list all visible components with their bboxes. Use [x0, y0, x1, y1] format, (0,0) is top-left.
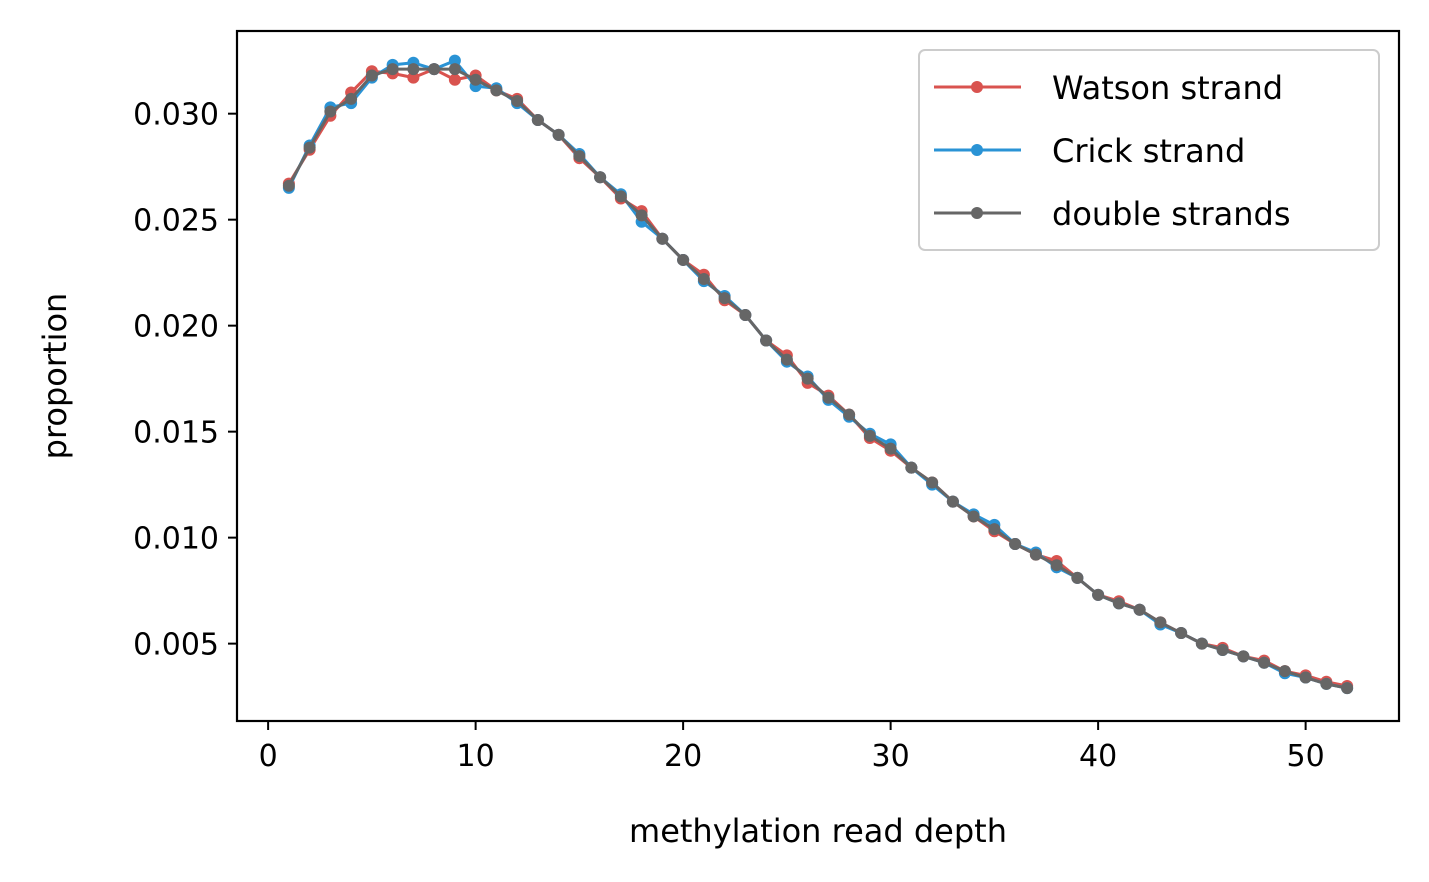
y-tick-label: 0.025 [133, 204, 219, 239]
data-point [469, 73, 482, 86]
legend-marker [971, 81, 983, 93]
data-point [1133, 603, 1146, 616]
data-point [1029, 548, 1042, 561]
data-point [386, 63, 399, 76]
data-point [552, 128, 565, 141]
data-point [884, 442, 897, 455]
data-point [448, 73, 461, 86]
data-point [822, 391, 835, 404]
data-point [614, 190, 627, 203]
series-line [287, 67, 1348, 690]
axes: 0 10 20 30 40 50 0.005 0.010 0.015 0.020 0.025 0.03… [133, 29, 1401, 774]
legend-label: Crick strand [1052, 132, 1245, 170]
data-point [926, 476, 939, 489]
y-tick-label: 0.030 [133, 98, 219, 133]
data-point [677, 253, 690, 266]
data-point [282, 179, 295, 192]
y-tick-label: 0.010 [133, 522, 219, 557]
data-point [531, 114, 544, 127]
data-point [1258, 656, 1271, 669]
legend-marker [971, 144, 983, 156]
data-point [1237, 650, 1250, 663]
x-tick-label: 0 [259, 739, 278, 774]
data-point [345, 92, 358, 105]
plot-frame [235, 29, 1401, 723]
data-point [1175, 627, 1188, 640]
data-point [1092, 588, 1105, 601]
data-point [1009, 537, 1022, 550]
data-point [490, 84, 503, 97]
series-double-strands [282, 63, 1354, 695]
legend-item: Crick strand [934, 132, 1245, 170]
y-tick-label: 0.015 [133, 416, 219, 451]
data-point [1050, 559, 1063, 572]
legend-marker [971, 207, 983, 219]
y-axis-label: proportion [36, 293, 74, 460]
data-point [1195, 637, 1208, 650]
data-point [1299, 671, 1312, 684]
legend: Watson strand Crick strand double strands [918, 49, 1380, 251]
y-tick-label: 0.020 [133, 310, 219, 345]
data-point [988, 523, 1001, 536]
data-point [739, 309, 752, 322]
data-point [967, 510, 980, 523]
plot-area [282, 54, 1354, 695]
data-point [697, 273, 710, 286]
data-point [843, 408, 856, 421]
data-point [1216, 643, 1229, 656]
data-point [573, 150, 586, 163]
data-point [448, 63, 461, 76]
data-point [801, 372, 814, 385]
data-point [1071, 571, 1084, 584]
legend-box [918, 49, 1380, 251]
data-point [1154, 616, 1167, 629]
data-point [511, 94, 524, 107]
data-point [448, 54, 461, 67]
data-point [407, 71, 420, 84]
legend-item: Watson strand [934, 69, 1283, 107]
x-tick-label: 40 [1079, 739, 1117, 774]
data-point [303, 141, 316, 154]
legend-item: double strands [934, 195, 1290, 233]
data-point [1341, 682, 1354, 695]
data-point [407, 63, 420, 76]
x-tick-label: 30 [872, 739, 910, 774]
data-point [1112, 597, 1125, 610]
x-tick-label: 10 [457, 739, 495, 774]
data-point [324, 105, 337, 118]
legend-label: Watson strand [1052, 69, 1283, 107]
data-point [428, 63, 441, 76]
legend-label: double strands [1052, 195, 1290, 233]
data-point [780, 353, 793, 366]
data-point [863, 429, 876, 442]
data-point [656, 232, 669, 245]
data-point [760, 334, 773, 347]
x-axis-label: methylation read depth [629, 812, 1007, 850]
data-point [1278, 665, 1291, 678]
x-tick-label: 50 [1287, 739, 1325, 774]
data-point [946, 495, 959, 508]
data-point [718, 292, 731, 305]
data-point [365, 69, 378, 82]
data-point [1320, 677, 1333, 690]
y-tick-label: 0.005 [133, 628, 219, 663]
data-point [594, 171, 607, 184]
x-tick-label: 20 [664, 739, 702, 774]
data-point [905, 461, 918, 474]
data-point [635, 209, 648, 222]
